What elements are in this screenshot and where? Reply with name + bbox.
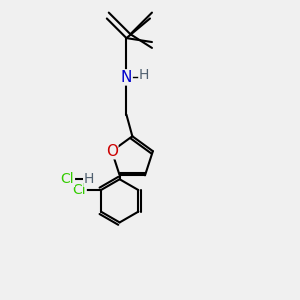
- Text: H: H: [139, 68, 149, 83]
- Text: N: N: [121, 70, 132, 85]
- Text: H: H: [84, 172, 94, 186]
- Text: Cl: Cl: [61, 172, 74, 186]
- Text: O: O: [106, 144, 118, 159]
- Text: Cl: Cl: [73, 183, 86, 197]
